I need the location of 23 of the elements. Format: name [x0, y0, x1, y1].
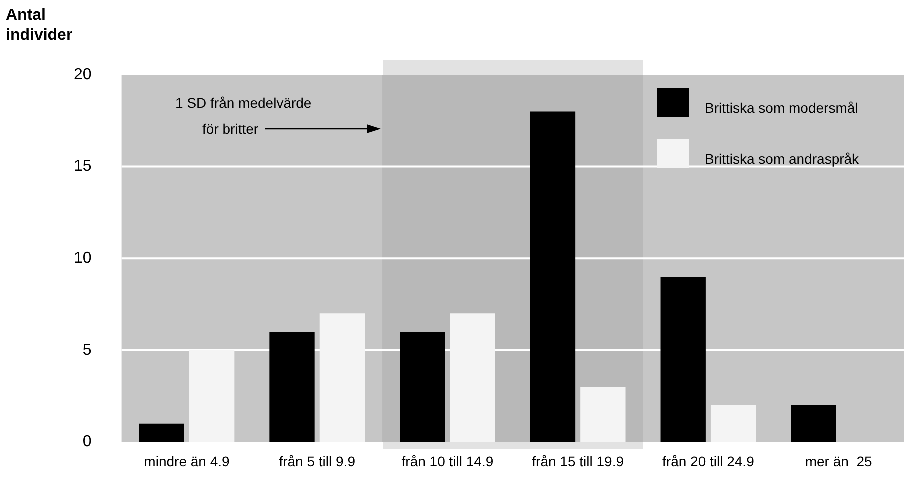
bar [400, 332, 446, 442]
y-axis-title: Antal individer [6, 7, 73, 44]
y-tick-label: 15 [74, 158, 92, 176]
bar [530, 112, 576, 442]
bar [791, 405, 836, 442]
y-tick-label: 10 [74, 250, 92, 268]
x-tick-label: från 15 till 19.9 [532, 453, 624, 470]
bar [270, 332, 315, 442]
y-tick-label: 5 [82, 342, 92, 359]
bar [580, 387, 626, 442]
legend-label: Brittiska som modersmål [705, 100, 858, 116]
x-tick-label: mer än 25 [805, 453, 872, 470]
bar [710, 405, 756, 442]
x-tick-label: från 20 till 24.9 [662, 453, 755, 470]
x-tick-label: mindre än 4.9 [144, 453, 230, 470]
bar [660, 276, 706, 442]
y-tick-label: 20 [74, 66, 92, 84]
x-tick-label: från 10 till 14.9 [402, 453, 494, 470]
annotation: 1 SD från medelvärde för britter [176, 95, 312, 137]
bar [139, 424, 184, 442]
x-tick-label: från 5 till 9.9 [279, 453, 356, 470]
y-tick-label: 0 [82, 434, 92, 451]
legend-label: Brittiska som andraspråk [705, 151, 860, 167]
